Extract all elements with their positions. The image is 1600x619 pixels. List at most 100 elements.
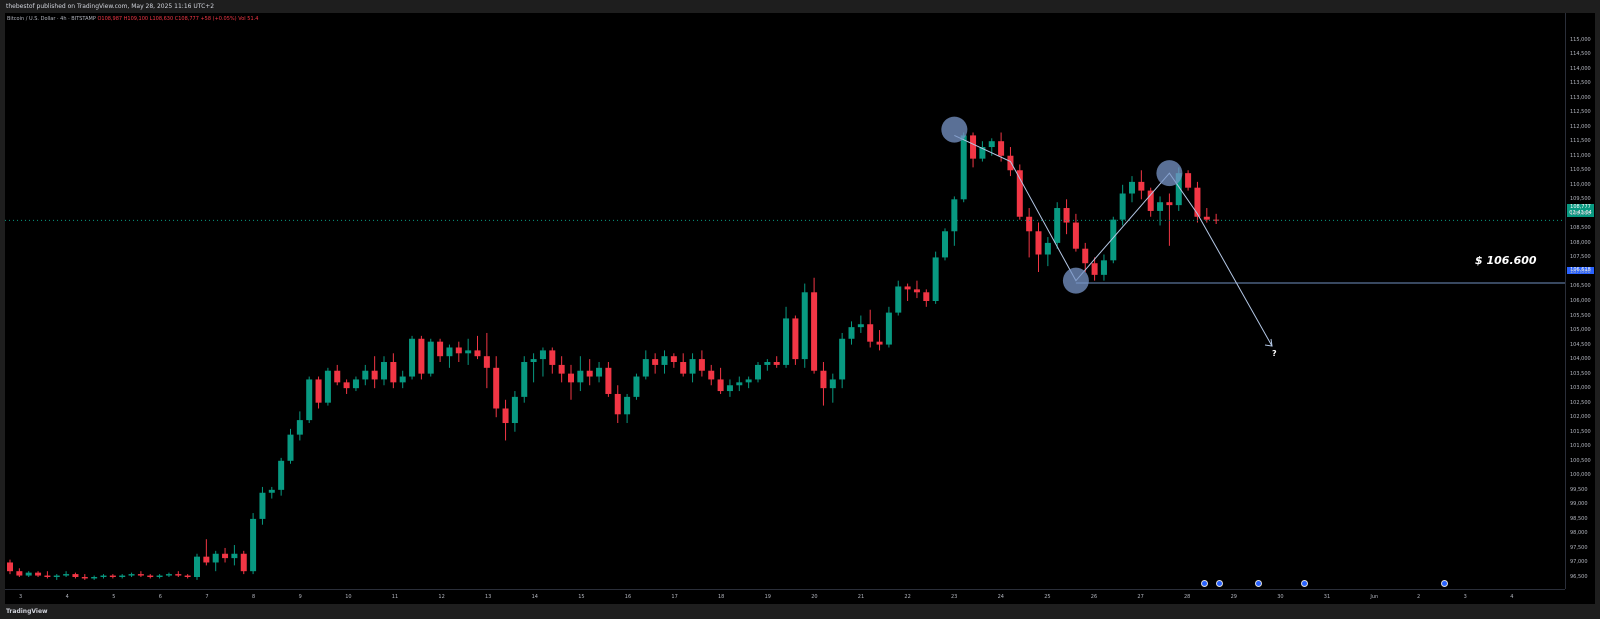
candle bbox=[549, 347, 556, 374]
event-marker-icon[interactable] bbox=[1441, 580, 1448, 587]
time-tick-label: 2 bbox=[1417, 594, 1421, 600]
candle bbox=[689, 353, 696, 383]
candle bbox=[362, 364, 369, 386]
candle-body bbox=[446, 347, 453, 357]
candle-body bbox=[352, 379, 359, 389]
time-tick-label: 18 bbox=[718, 594, 725, 600]
candle-body bbox=[390, 362, 397, 383]
candle bbox=[876, 330, 883, 351]
candle-body bbox=[755, 364, 761, 380]
candle-body bbox=[624, 396, 631, 415]
candle bbox=[493, 356, 500, 418]
candle bbox=[708, 364, 715, 386]
candle-body bbox=[474, 350, 481, 357]
candle-body bbox=[857, 324, 864, 328]
candle-body bbox=[1129, 181, 1135, 194]
price-tick-label: 108,500 bbox=[1570, 225, 1591, 232]
candle bbox=[895, 280, 902, 316]
candle-body bbox=[614, 393, 621, 415]
price-tick-label: 113,500 bbox=[1570, 80, 1591, 87]
candle bbox=[306, 376, 313, 424]
candle-body bbox=[895, 286, 902, 313]
candle-body bbox=[72, 574, 79, 577]
chart-area[interactable]: Bitcoin / U.S. Dollar · 4h · BITSTAMP O1… bbox=[5, 13, 1565, 589]
candle-body bbox=[287, 434, 294, 461]
price-tick-label: 98,500 bbox=[1570, 515, 1588, 522]
candle bbox=[25, 571, 32, 577]
price-axis[interactable]: 108,777 02:43:04 106,618 115,000 114,500 1… bbox=[1565, 13, 1596, 589]
candle-body bbox=[1007, 155, 1014, 171]
candle-body bbox=[549, 350, 556, 365]
price-tick-label: 100,500 bbox=[1570, 457, 1591, 464]
candle bbox=[1166, 193, 1173, 246]
candle bbox=[539, 347, 546, 377]
candle-body bbox=[951, 199, 958, 232]
candle-body bbox=[867, 324, 874, 342]
candle bbox=[381, 356, 387, 386]
candle-body bbox=[1063, 208, 1070, 223]
event-marker-icon[interactable] bbox=[1216, 580, 1223, 587]
candle bbox=[960, 132, 967, 203]
candle bbox=[502, 399, 509, 441]
candle-body bbox=[240, 553, 247, 572]
candle bbox=[203, 539, 210, 566]
candle-body bbox=[1035, 231, 1042, 255]
candle bbox=[1054, 202, 1061, 249]
candle-body bbox=[147, 575, 154, 577]
price-tick-label: 111,000 bbox=[1570, 152, 1591, 159]
candlestick-chart[interactable] bbox=[5, 13, 1565, 589]
candle-body bbox=[1166, 202, 1173, 206]
candle-body bbox=[1185, 173, 1192, 188]
candle-body bbox=[137, 574, 144, 576]
candle-body bbox=[1100, 260, 1107, 275]
price-tick-label: 105,500 bbox=[1570, 312, 1591, 319]
level-price-tag: 106,618 bbox=[1567, 267, 1594, 274]
candle bbox=[296, 411, 303, 441]
candle-body bbox=[81, 577, 88, 579]
candle-body bbox=[736, 382, 743, 386]
time-axis[interactable]: 3 4 5 6 7 8 9 10 11 12 13 14 15 16 17 18 19 20 21 22 23 24 25 2… bbox=[5, 589, 1565, 605]
candle bbox=[913, 280, 920, 299]
candle bbox=[1138, 170, 1145, 200]
time-tick-label: 14 bbox=[531, 594, 538, 600]
candle bbox=[783, 306, 790, 368]
candle bbox=[474, 335, 481, 360]
candle bbox=[1063, 199, 1070, 235]
price-tick-label: 112,500 bbox=[1570, 109, 1591, 116]
candle bbox=[951, 196, 958, 246]
candle-body bbox=[904, 286, 911, 290]
tradingview-logo[interactable]: TradingView bbox=[6, 608, 48, 615]
candle-body bbox=[53, 575, 60, 577]
candle-body bbox=[1091, 263, 1098, 275]
candle bbox=[343, 379, 350, 394]
candle bbox=[568, 364, 574, 400]
candle bbox=[184, 574, 191, 579]
candle bbox=[91, 575, 98, 580]
candle-body bbox=[568, 373, 574, 383]
time-tick-label: 15 bbox=[578, 594, 585, 600]
price-tick-label: 105,000 bbox=[1570, 327, 1591, 334]
event-marker-icon[interactable] bbox=[1201, 580, 1208, 587]
price-tick-label: 112,000 bbox=[1570, 123, 1591, 130]
candle-body bbox=[7, 562, 13, 572]
candle bbox=[53, 574, 60, 580]
price-tick-label: 110,500 bbox=[1570, 167, 1591, 174]
candle-body bbox=[680, 362, 687, 374]
candle-body bbox=[539, 350, 546, 360]
candle bbox=[736, 376, 743, 392]
candle-body bbox=[16, 571, 23, 576]
pivot-highlight-circle bbox=[941, 116, 968, 143]
candle-body bbox=[119, 575, 126, 577]
time-tick-label: 6 bbox=[158, 594, 162, 600]
candle-body bbox=[783, 318, 790, 365]
candle bbox=[100, 574, 107, 579]
candle bbox=[1044, 237, 1051, 267]
candle-body bbox=[960, 135, 967, 200]
candle bbox=[904, 283, 911, 301]
candle bbox=[194, 553, 200, 580]
candle-body bbox=[278, 460, 285, 490]
candle bbox=[614, 385, 621, 424]
pattern-projection-line bbox=[954, 134, 1273, 347]
event-marker-icon[interactable] bbox=[1255, 580, 1262, 587]
event-marker-icon[interactable] bbox=[1301, 580, 1308, 587]
